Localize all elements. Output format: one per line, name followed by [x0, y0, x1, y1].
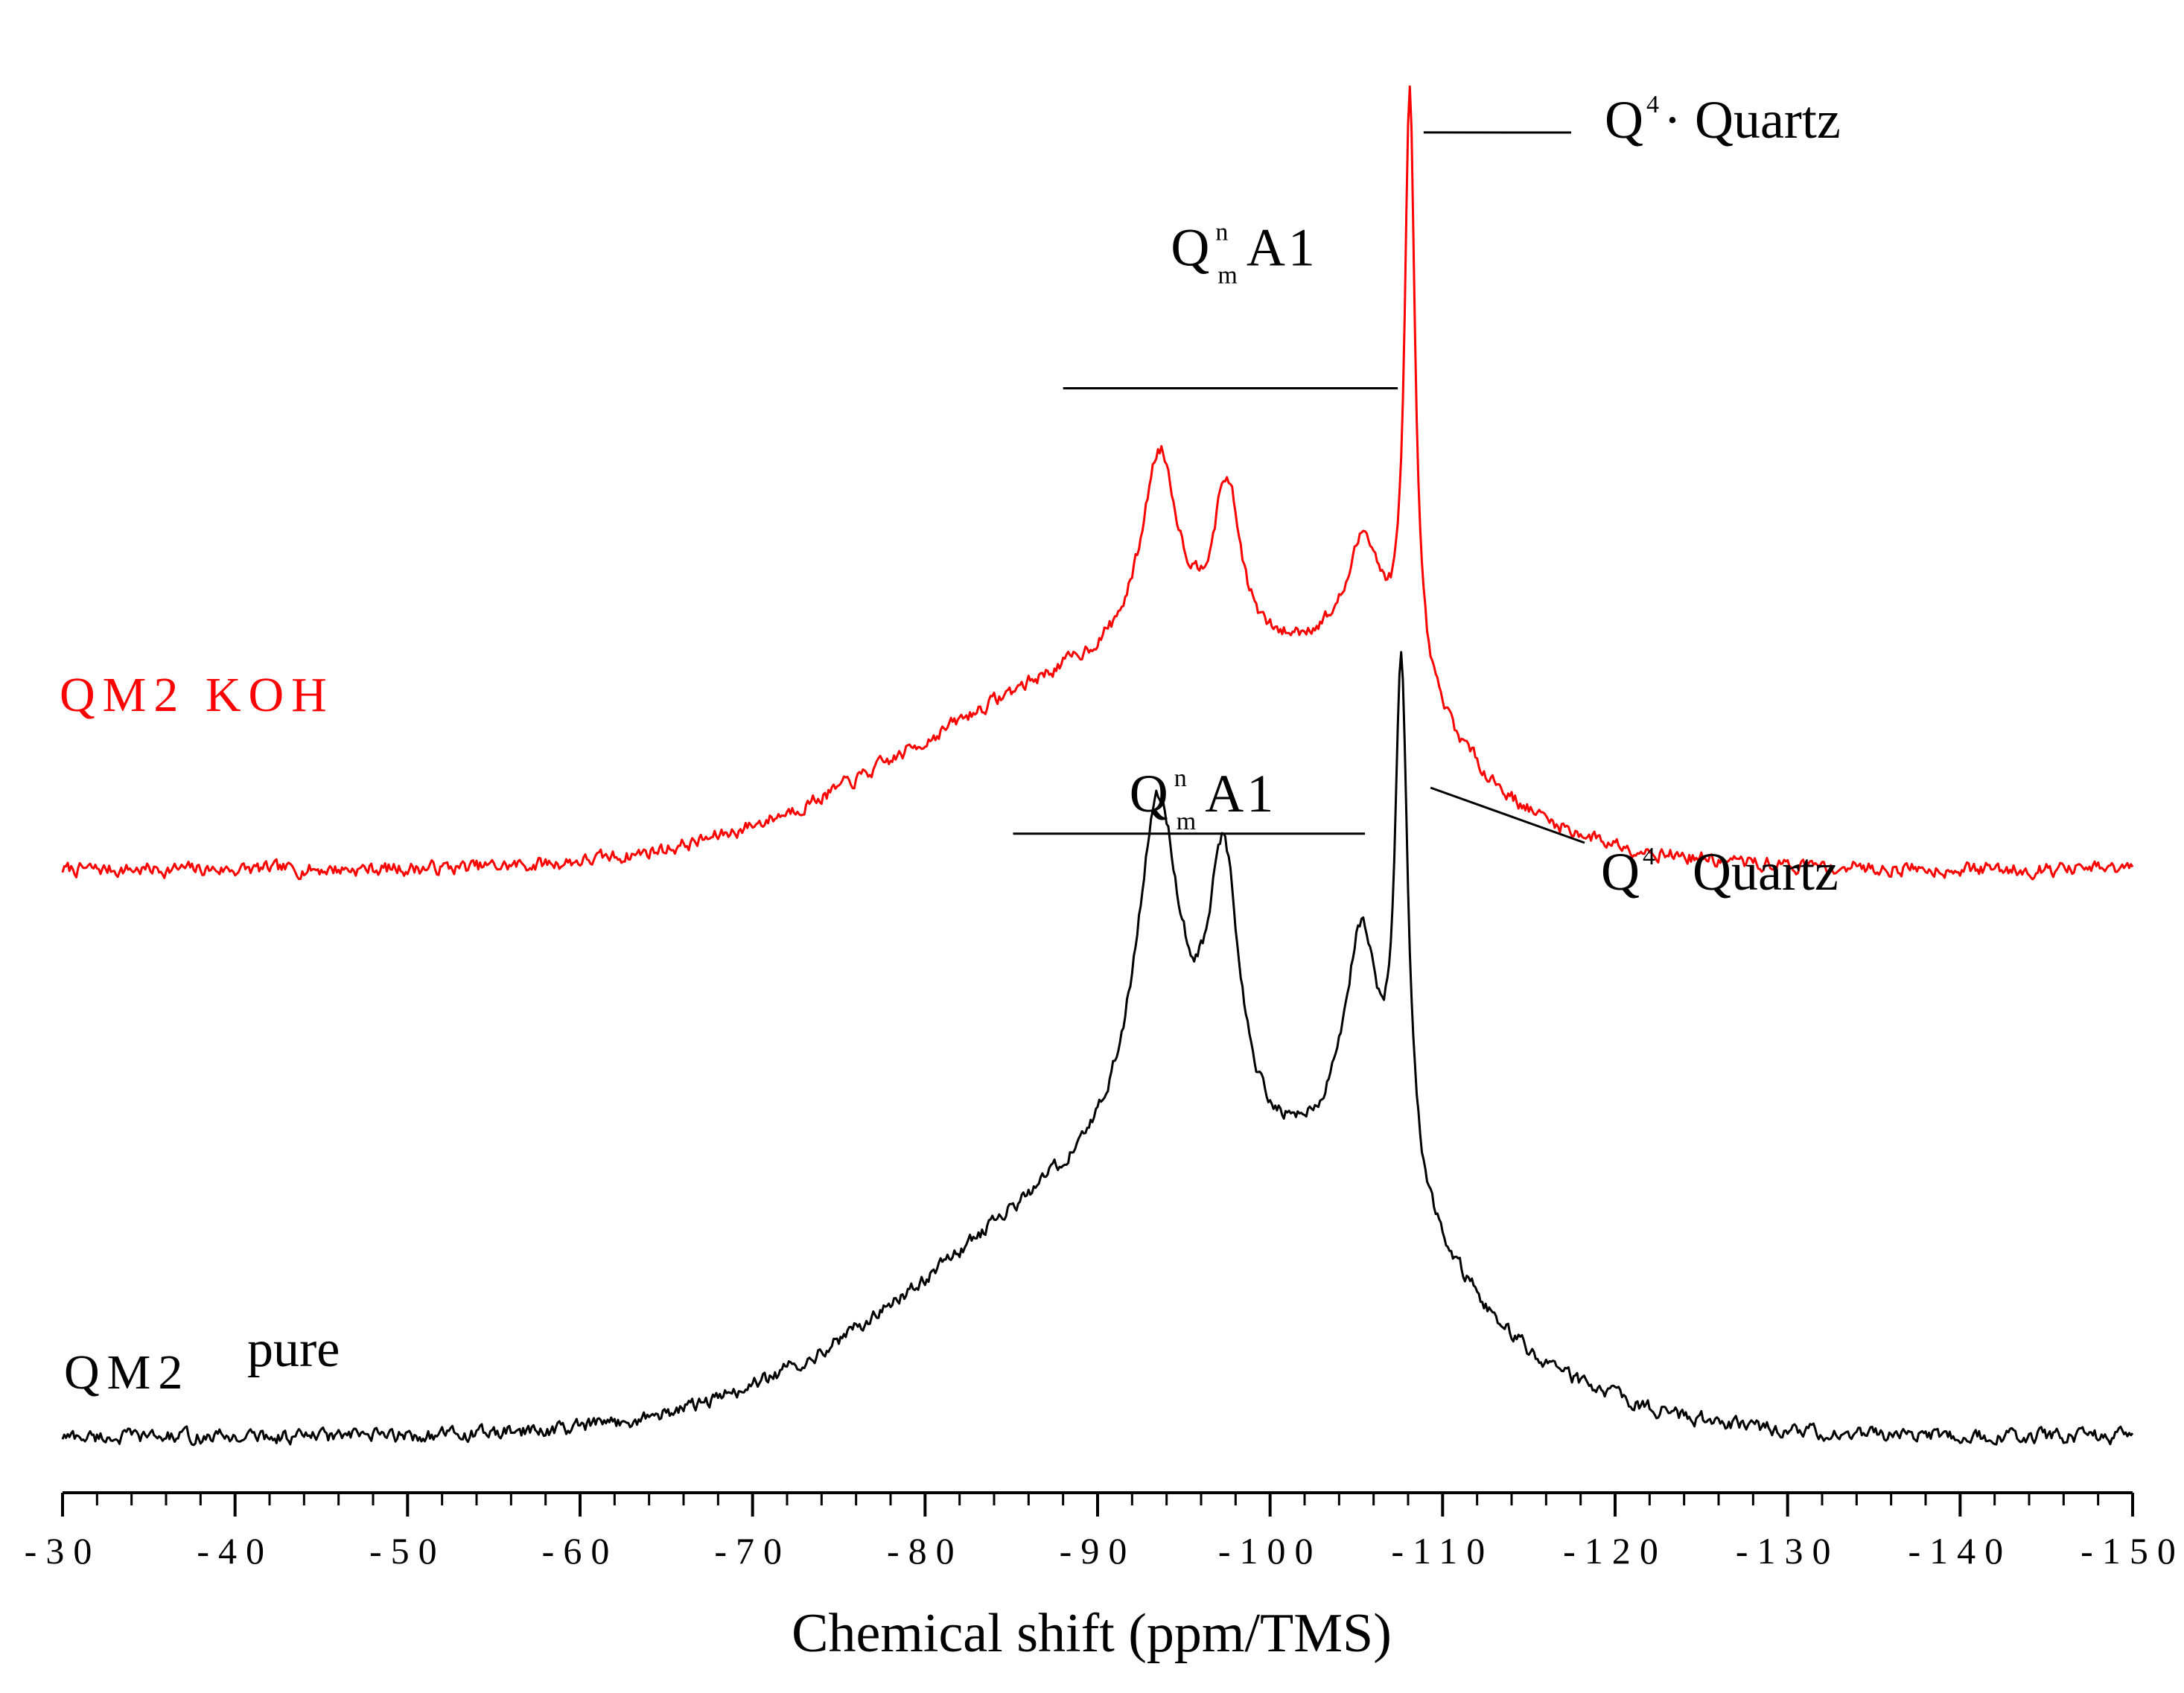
x-tick-label: -130	[1736, 1530, 1840, 1572]
x-axis-label: Chemical shift (ppm/TMS)	[792, 1603, 1392, 1664]
x-tick-label: -140	[1908, 1530, 2013, 1572]
x-tick-label: -40	[197, 1530, 273, 1572]
x-tick-label: -90	[1060, 1530, 1136, 1572]
x-tick-label: -100	[1218, 1530, 1322, 1572]
x-tick-label: -60	[542, 1530, 619, 1572]
quartz-pointer-line	[1430, 786, 1585, 844]
q4-quartz-label: Q 4 Quartz	[1601, 842, 1838, 902]
x-tick-label: -70	[714, 1530, 791, 1572]
spectrum-line-qm2-pure	[61, 651, 2134, 1447]
x-tick-label: -120	[1563, 1530, 1667, 1572]
spectrum-line-qm2-koh	[61, 85, 2134, 881]
q4-quartz-label: Q 4· Quartz	[1605, 90, 1841, 150]
series-label-pure: pure	[247, 1321, 340, 1378]
series-label-qm2: QM2	[64, 1345, 190, 1400]
x-axis: -30 -40 -50 -60 -70 -80 -90 -100 -110 -120 -130 -14…	[25, 1491, 2184, 1572]
x-tick-label: -110	[1391, 1530, 1494, 1572]
x-tick-label: -50	[369, 1530, 446, 1572]
x-tick-label: -80	[887, 1530, 964, 1572]
x-tick-label: -150	[2080, 1530, 2184, 1572]
spectra	[61, 85, 2134, 1447]
x-tick-label: -30	[25, 1530, 101, 1572]
series-label-qm2-koh: QM2 KOH	[60, 668, 334, 722]
series-labels: QM2 KOH QM2 pure	[60, 668, 340, 1400]
